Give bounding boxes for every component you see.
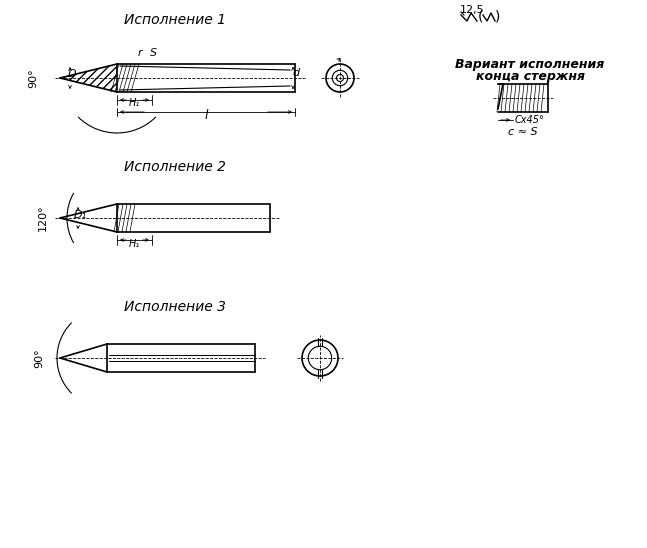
Text: D: D [68,69,76,79]
Text: Исполнение 1: Исполнение 1 [124,13,226,27]
Text: Cx45°: Cx45° [515,115,545,125]
Text: 90°: 90° [28,68,38,88]
Text: H₁: H₁ [128,98,140,108]
Text: 12,5: 12,5 [459,5,485,15]
Text: Вариант исполнения: Вариант исполнения [455,58,605,71]
Text: r: r [138,48,142,58]
Text: (: ( [478,10,483,24]
Text: H₁: H₁ [128,239,140,249]
Text: 90°: 90° [34,348,44,368]
Text: Исполнение 2: Исполнение 2 [124,160,226,174]
Text: l: l [204,109,208,122]
Text: 120°: 120° [38,205,48,231]
Text: ): ) [495,10,500,24]
Text: S: S [149,48,157,58]
Text: c ≈ S: c ≈ S [508,127,538,137]
Text: Исполнение 3: Исполнение 3 [124,300,226,314]
Text: конца стержня: конца стержня [476,70,584,83]
Text: d: d [292,68,300,78]
Text: D₁: D₁ [74,210,87,220]
